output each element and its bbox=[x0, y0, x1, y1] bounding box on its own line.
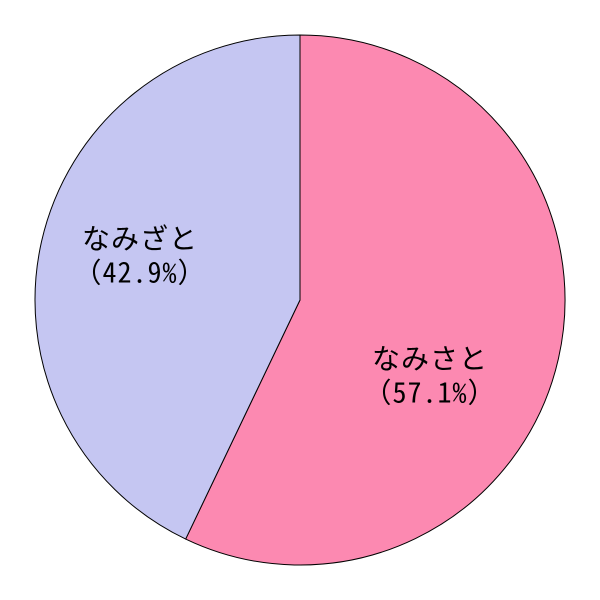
slice-label-percent: （57.1%） bbox=[363, 375, 496, 409]
slice-label-namisato: なみさと（57.1%） bbox=[363, 341, 496, 408]
pie-chart: なみさと（57.1%） なみざと（42.9%） bbox=[0, 0, 600, 600]
slice-label-percent: （42.9%） bbox=[73, 255, 206, 289]
slice-label-name: なみさと bbox=[363, 341, 496, 375]
pie-chart-svg bbox=[0, 0, 600, 600]
slice-label-namizato: なみざと（42.9%） bbox=[73, 221, 206, 288]
slice-label-name: なみざと bbox=[73, 221, 206, 255]
